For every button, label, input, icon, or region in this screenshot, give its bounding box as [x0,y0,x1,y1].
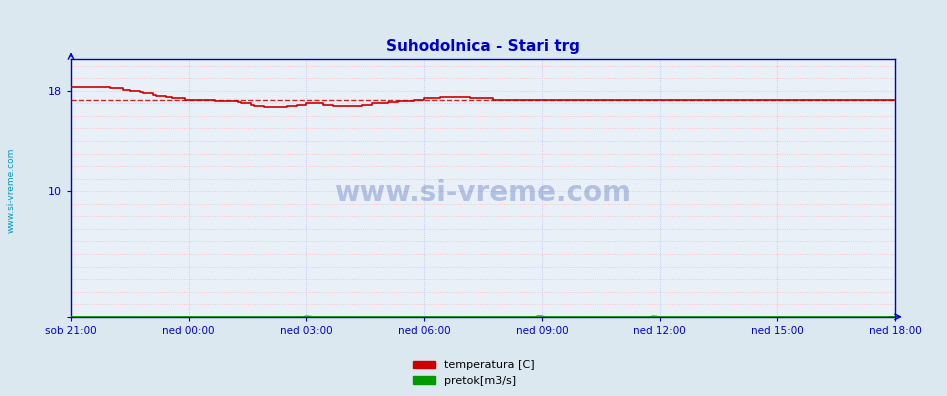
Text: www.si-vreme.com: www.si-vreme.com [334,179,632,207]
Text: www.si-vreme.com: www.si-vreme.com [7,147,16,233]
Title: Suhodolnica - Stari trg: Suhodolnica - Stari trg [386,39,580,54]
Legend: temperatura [C], pretok[m3/s]: temperatura [C], pretok[m3/s] [408,356,539,390]
